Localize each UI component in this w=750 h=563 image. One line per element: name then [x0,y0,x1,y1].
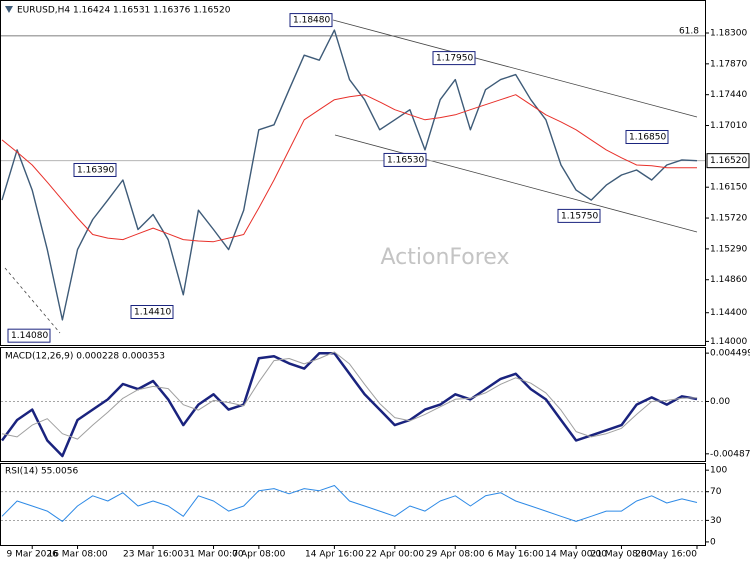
y-tick-label: 1.16150 [710,183,747,193]
rsi-panel [0,463,706,546]
x-tick-label: 23 Mar 16:00 [123,550,183,560]
y-tick-label: 0 [710,537,716,547]
annotation-label: 1.18480 [293,16,330,26]
annotation-box [383,152,427,167]
x-tick-label: 28 May 16:00 [635,550,697,560]
y-tick-label: 1.17440 [710,90,747,100]
x-tick-label: 14 Apr 16:00 [305,550,364,560]
watermark: ActionForex [381,245,510,270]
y-tick-label: -0.004872 [710,449,750,459]
series-line [1,485,698,522]
annotation-box [557,208,601,223]
y-tick-label: 70 [710,487,722,497]
chart-title: EURUSD,H4 1.16424 1.16531 1.16376 1.1652… [17,6,231,16]
x-tick-label: 16 Mar 08:00 [47,550,107,560]
y-tick-label: 0.004499 [710,349,750,359]
y-tick-label: 1.15290 [710,244,747,254]
macd-panel [0,347,706,462]
series-line [1,94,697,243]
annotation-box [432,51,476,66]
y-tick-label: 1.17870 [710,59,747,69]
annotation-label: 1.16530 [387,155,424,165]
annotation-box [130,305,174,320]
macd-title: MACD(12,26,9) 0.000228 0.000353 [5,352,165,362]
x-tick-label: 9 Mar 2026 [7,550,59,560]
last-price-box [706,153,750,169]
last-price-label: 1.16520 [710,156,747,166]
x-tick-label: 7 Apr 08:00 [232,550,285,560]
x-tick-label: 6 May 16:00 [488,550,544,560]
x-tick-label: 29 Apr 08:00 [426,550,485,560]
y-tick-label: 1.14000 [710,337,747,347]
annotation-label: 1.14410 [134,308,171,318]
level-label: 61.8 [679,26,699,36]
x-tick-label: 21 May 08:00 [591,550,653,560]
annotation-label: 1.17950 [436,54,473,64]
y-tick-label: 0.00 [710,397,730,407]
y-tick-label: 1.14860 [710,275,747,285]
price-panel [0,0,706,346]
x-tick-label: 14 May 00:00 [545,550,607,560]
series-line [1,351,698,440]
annotation-box [625,129,669,144]
trend-line [4,267,61,334]
x-tick-label: 22 Apr 00:00 [365,550,424,560]
series-line [1,29,698,321]
y-tick-label: 100 [710,466,727,476]
annotation-label: 1.16390 [77,165,114,175]
rsi-title: RSI(14) 55.0056 [5,467,78,477]
symbol-icon [5,6,13,13]
y-tick-label: 1.14400 [710,308,747,318]
y-tick-label: 1.15720 [710,214,747,224]
annotation-label: 1.16850 [629,132,666,142]
channel-lower [334,134,698,233]
annotation-box [73,162,117,177]
y-tick-label: 1.18300 [710,28,747,38]
y-tick-label: 30 [710,516,722,526]
annotation-box [7,328,51,343]
series-line [0,351,698,458]
annotation-label: 1.15750 [561,211,598,221]
annotation-label: 1.14080 [11,331,48,341]
x-tick-label: 31 Mar 00:00 [183,550,243,560]
y-tick-label: 1.17010 [710,121,747,131]
annotation-box [289,13,333,28]
